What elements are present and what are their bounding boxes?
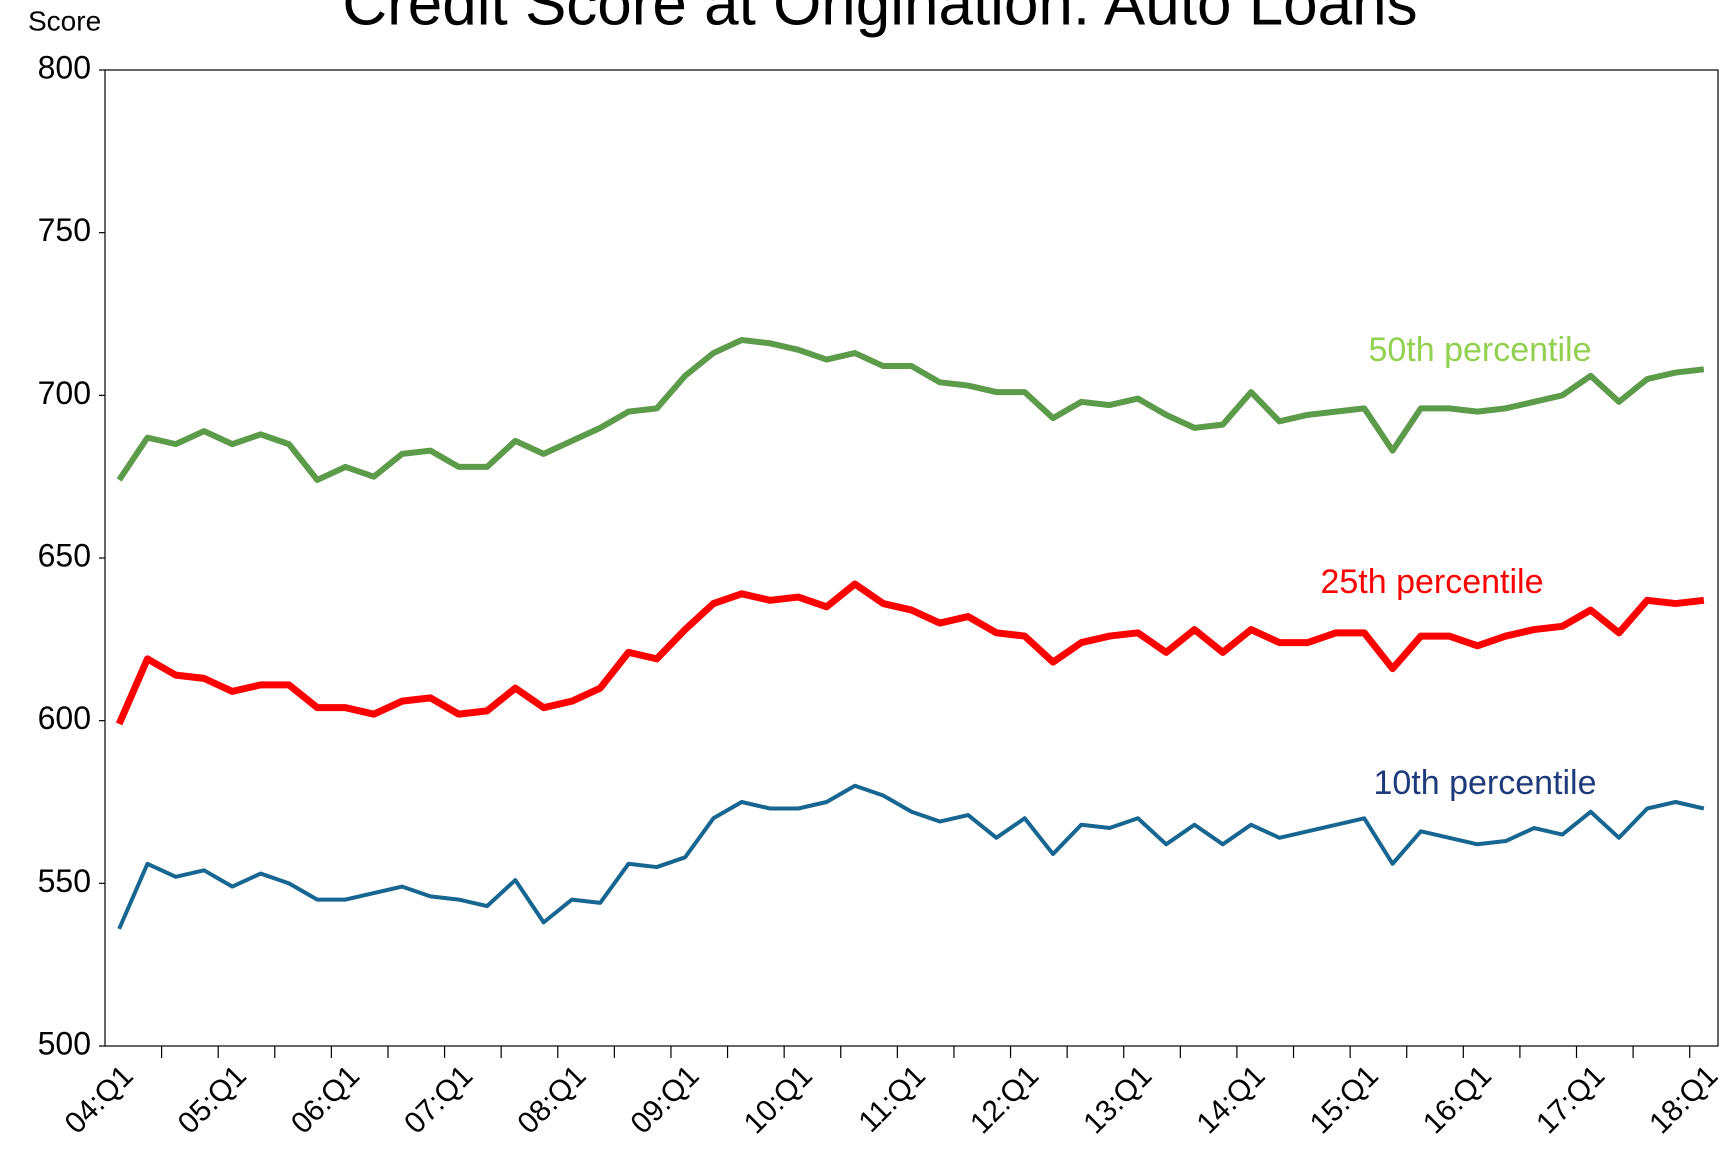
x-tick-label: 04:Q1	[59, 1059, 140, 1140]
series-line	[116, 337, 1705, 483]
x-tick-label: 11:Q1	[853, 1059, 933, 1139]
y-tick-label: 800	[38, 49, 91, 85]
x-tick-label: 17:Q1	[1530, 1059, 1611, 1140]
y-tick-label: 650	[38, 537, 91, 573]
series-line	[115, 580, 1705, 726]
y-tick-label: 750	[38, 212, 91, 248]
x-tick-label: 16:Q1	[1417, 1059, 1498, 1140]
x-tick-label: 12:Q1	[964, 1059, 1045, 1140]
y-tick-label: 700	[38, 375, 91, 411]
series-label: 50th percentile	[1368, 331, 1591, 369]
x-tick-label: 06:Q1	[285, 1059, 366, 1140]
x-tick-label: 10:Q1	[738, 1059, 819, 1140]
x-tick-label: 09:Q1	[625, 1059, 706, 1140]
y-tick-label: 600	[38, 700, 91, 736]
x-tick-label: 14:Q1	[1191, 1059, 1272, 1140]
y-axis-label: Score	[28, 5, 101, 36]
series-label: 25th percentile	[1320, 563, 1543, 601]
x-tick-label: 15:Q1	[1304, 1059, 1385, 1140]
x-tick-label: 08:Q1	[511, 1059, 592, 1140]
series-line	[117, 783, 1705, 930]
chart-title: Credit Score at Origination: Auto Loans	[342, 0, 1417, 38]
x-tick-label: 07:Q1	[398, 1059, 479, 1140]
series-label: 10th percentile	[1373, 764, 1596, 802]
x-tick-label: 18:Q1	[1643, 1059, 1724, 1140]
x-tick-label: 13:Q1	[1077, 1059, 1158, 1140]
y-tick-label: 500	[38, 1025, 91, 1061]
y-tick-label: 550	[38, 863, 91, 899]
x-tick-label: 05:Q1	[172, 1059, 253, 1140]
